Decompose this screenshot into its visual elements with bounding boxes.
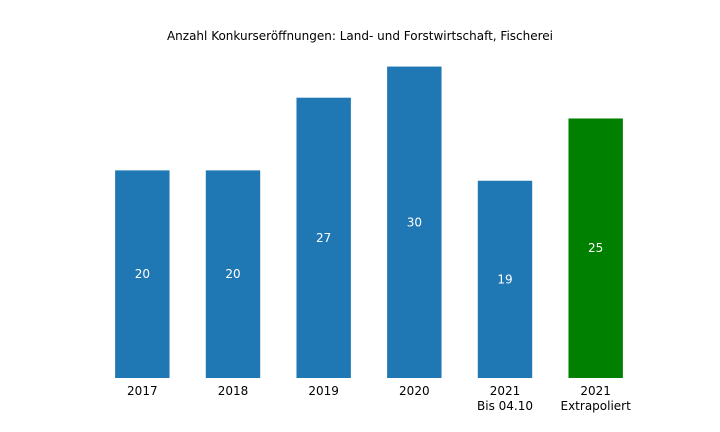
bars-group [115,66,623,379]
x-tick-label: 2017 [127,384,158,398]
bar [296,97,351,379]
bar-value-label: 27 [316,231,331,245]
bar [477,180,533,378]
x-tick-label: 2021 [490,384,521,398]
x-tick-label: Extrapoliert [561,399,632,413]
chart-title: Anzahl Konkurseröffnungen: Land- und For… [167,29,553,43]
bar [205,170,261,378]
bar [115,170,170,378]
bar-value-label: 25 [588,241,603,255]
x-tick-label: 2021 [580,384,611,398]
bar-value-label: 19 [497,272,512,286]
x-tick-label: 2020 [399,384,430,398]
x-tick-label: Bis 04.10 [477,399,533,413]
bar-value-label: 30 [407,215,422,229]
bar-value-label: 20 [135,267,150,281]
bar [568,118,623,378]
bar [387,66,442,378]
bar-value-label: 20 [225,267,240,281]
x-tick-label: 2018 [218,384,249,398]
x-tick-label: 2019 [308,384,339,398]
value-labels-group: 20 20 27 30 19 25 [135,215,604,286]
